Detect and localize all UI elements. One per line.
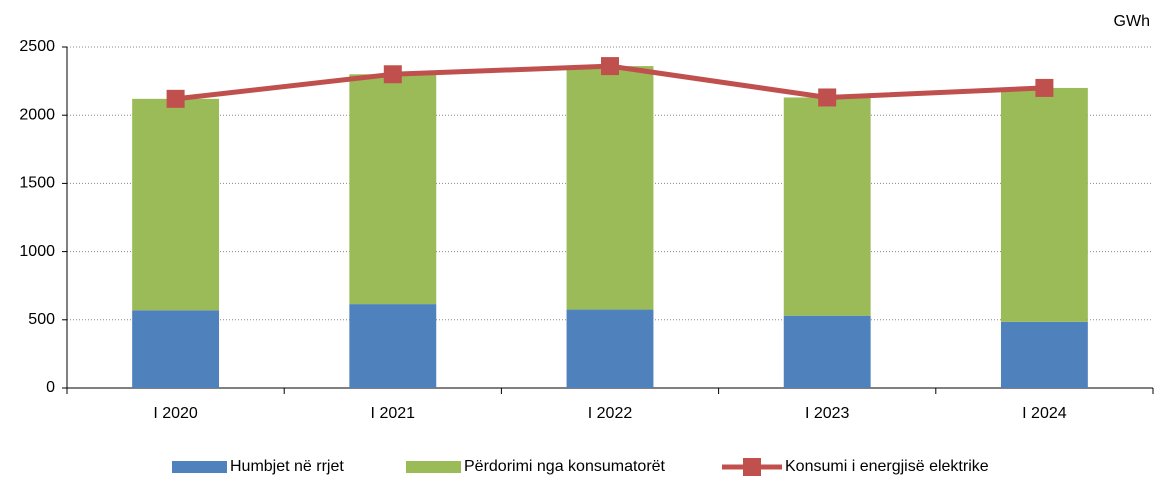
bar-segment <box>132 98 220 311</box>
bar-segment <box>1000 321 1088 388</box>
bar-segment <box>1000 87 1088 322</box>
x-tick-label: I 2023 <box>805 405 850 422</box>
legend-label: Përdorimi nga konsumatorët <box>464 458 666 475</box>
legend-marker <box>743 458 761 476</box>
unit-label: GWh <box>1114 13 1150 30</box>
legend-label: Konsumi i energjisë elektrike <box>785 458 989 475</box>
y-tick-label: 1000 <box>19 243 55 260</box>
x-tick-label: I 2022 <box>588 405 633 422</box>
bar-segment <box>349 74 437 305</box>
bar-segment <box>783 97 871 316</box>
legend-swatch <box>406 461 461 473</box>
y-tick-label: 2000 <box>19 106 55 123</box>
legend-label: Humbjet në rrjet <box>230 458 344 475</box>
line-marker <box>601 57 619 76</box>
y-tick-label: 1500 <box>19 175 55 192</box>
bar-segment <box>132 310 220 388</box>
x-tick-label: I 2020 <box>153 405 198 422</box>
x-tick-label: I 2024 <box>1022 405 1067 422</box>
bar-segment <box>783 315 871 388</box>
line-marker <box>383 65 402 84</box>
line-marker <box>1035 78 1054 97</box>
bar-segment <box>349 304 437 388</box>
bar-segment <box>566 66 654 310</box>
line-marker <box>818 88 837 107</box>
x-tick-label: I 2021 <box>371 405 416 422</box>
bar-segment <box>566 309 654 388</box>
y-tick-label: 2500 <box>19 38 55 55</box>
line-marker <box>166 89 185 108</box>
y-tick-label: 500 <box>28 311 55 328</box>
legend-swatch <box>172 461 227 473</box>
y-tick-label: 0 <box>46 379 55 396</box>
